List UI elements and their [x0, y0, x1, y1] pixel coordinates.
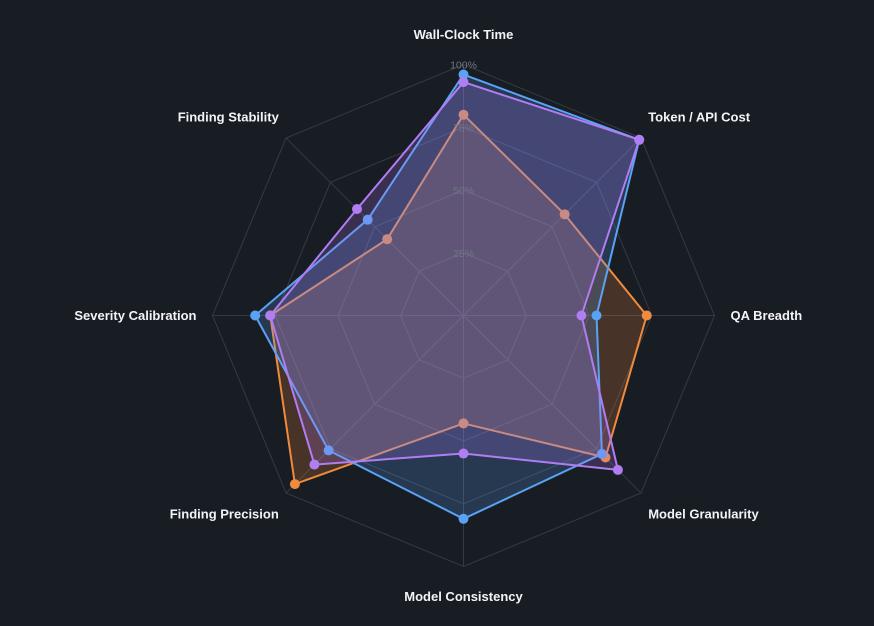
series-2-point-model-granularity[interactable] [596, 448, 607, 459]
series-1-point-finding-precision[interactable] [289, 479, 300, 490]
series-3-point-severity-calibration[interactable] [265, 310, 276, 321]
spoke-finding-stability [285, 137, 464, 316]
series-2-point-finding-stability[interactable] [362, 214, 373, 225]
spoke-token-api-cost [463, 137, 642, 316]
series-1-point-wall-clock-time[interactable] [458, 109, 469, 120]
axis-label-model-consistency: Model Consistency [404, 589, 523, 604]
series-3-point-qa-breadth[interactable] [576, 310, 587, 321]
axis-labels: Wall-Clock Time Token / API Cost QA Breadt… [74, 27, 802, 604]
series-3-point-finding-precision[interactable] [309, 459, 320, 470]
series-2-point-wall-clock-time[interactable] [458, 69, 469, 80]
series-3-point-model-granularity[interactable] [612, 464, 623, 475]
series-2-point-finding-precision[interactable] [323, 445, 334, 456]
axis-label-finding-stability: Finding Stability [178, 109, 280, 124]
series-1-point-qa-breadth[interactable] [641, 310, 652, 321]
series-3-point-finding-stability[interactable] [352, 204, 363, 215]
series-2-point-qa-breadth[interactable] [591, 310, 602, 321]
tick-label-50: 50% [453, 185, 474, 197]
tick-label-100: 100% [450, 60, 477, 72]
radar-grid [211, 63, 716, 568]
tick-label-25: 25% [453, 248, 474, 260]
series-3-point-wall-clock-time[interactable] [458, 77, 469, 88]
series-2 [250, 69, 645, 524]
radar-series [250, 69, 652, 524]
series-3 [265, 77, 645, 475]
tick-label-75: 75% [453, 122, 474, 134]
series-1-point-token-api-cost[interactable] [559, 209, 570, 220]
axis-label-token-api-cost: Token / API Cost [648, 109, 751, 124]
radial-tick-labels: 25% 50% 75% 100% [450, 60, 477, 260]
axis-label-finding-precision: Finding Precision [170, 507, 279, 522]
series-2-point-severity-calibration[interactable] [250, 310, 261, 321]
series-3-area [269, 81, 641, 471]
axis-label-wall-clock-time: Wall-Clock Time [414, 27, 514, 42]
spoke-model-granularity [463, 315, 642, 494]
axis-label-model-granularity: Model Granularity [648, 507, 759, 522]
series-2-point-model-consistency[interactable] [458, 513, 469, 524]
series-1-point-model-consistency[interactable] [458, 418, 469, 429]
series-1-point-finding-stability[interactable] [382, 234, 393, 245]
axis-label-qa-breadth: QA Breadth [731, 308, 803, 323]
axis-label-severity-calibration: Severity Calibration [74, 308, 196, 323]
series-3-point-model-consistency[interactable] [458, 448, 469, 459]
series-3-point-token-api-cost[interactable] [634, 134, 645, 145]
